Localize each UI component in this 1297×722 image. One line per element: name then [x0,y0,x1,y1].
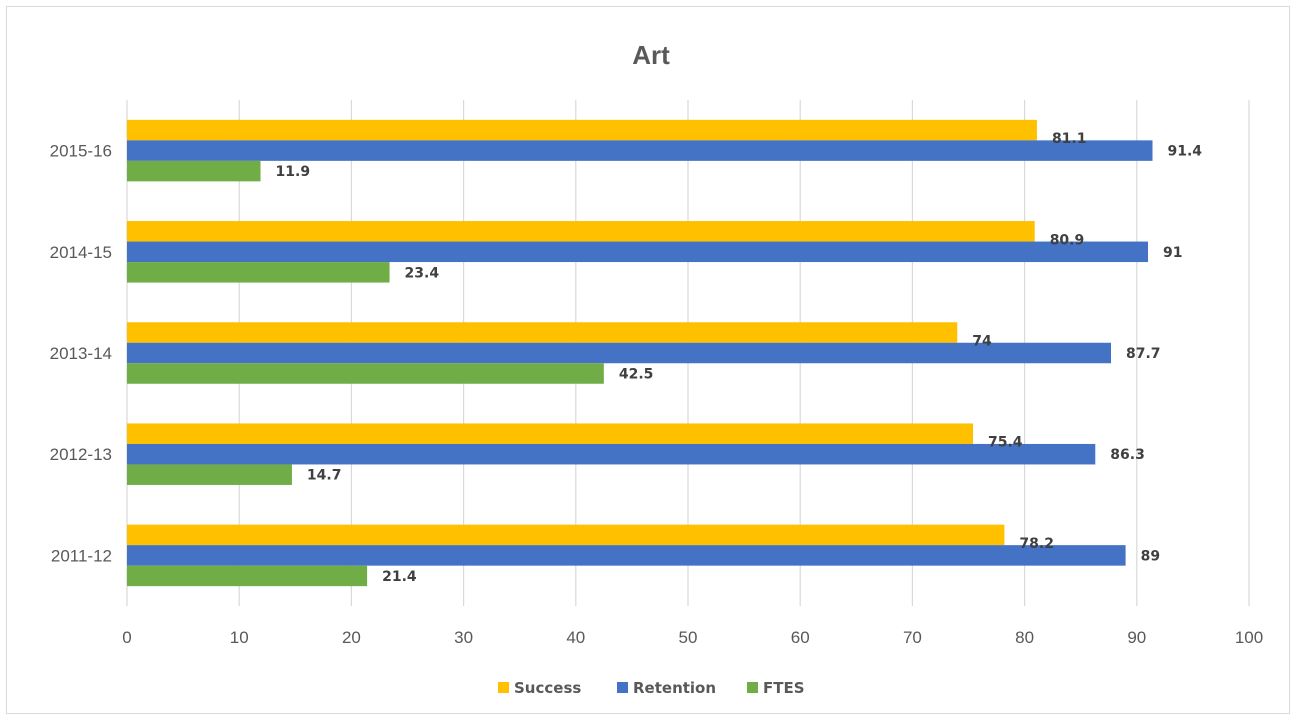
data-label: 11.9 [276,164,311,180]
category-label: 2011-12 [51,546,112,565]
x-tick-label: 30 [454,628,473,647]
data-label: 80.9 [1050,232,1085,248]
data-label: 74 [972,334,992,350]
bar-ftes [127,363,604,384]
x-tick-label: 10 [230,628,249,647]
legend-swatch-success [498,682,509,693]
data-label: 23.4 [405,265,440,281]
data-label: 89 [1141,548,1160,564]
bar-ftes [127,566,367,587]
category-label: 2012-13 [50,445,112,464]
x-axis-ticks: 0 10 20 30 40 50 60 70 80 90 100 [122,628,1263,647]
bar-success [127,525,1004,546]
legend: Success Retention FTES [498,679,805,697]
bars [127,120,1153,586]
bar-retention [127,343,1111,364]
data-label: 86.3 [1110,447,1145,463]
data-label: 91 [1163,245,1182,261]
chart-title: Art [632,40,670,70]
legend-swatch-retention [617,682,628,693]
data-label: 78.2 [1019,536,1054,552]
x-tick-label: 60 [791,628,810,647]
legend-label: Retention [633,679,716,697]
y-axis-categories: 2011-12 2012-13 2013-14 2014-15 2015-16 [50,142,112,566]
legend-label: FTES [763,679,805,697]
bar-ftes [127,464,292,485]
data-label: 81.1 [1052,131,1087,147]
data-label: 42.5 [619,367,654,383]
bar-retention [127,140,1153,161]
data-label: 14.7 [307,468,342,484]
bar-ftes [127,262,390,283]
x-tick-label: 90 [1127,628,1146,647]
data-label: 75.4 [988,435,1023,451]
x-tick-label: 50 [679,628,698,647]
x-tick-label: 80 [1015,628,1034,647]
x-tick-label: 100 [1235,628,1263,647]
bar-success [127,120,1037,141]
bar-retention [127,545,1126,566]
legend-swatch-ftes [747,682,758,693]
x-tick-label: 0 [122,628,131,647]
data-label: 21.4 [382,569,417,585]
bar-retention [127,444,1095,465]
bar-success [127,423,973,444]
data-label: 87.7 [1126,346,1161,362]
x-tick-label: 70 [903,628,922,647]
bar-retention [127,242,1148,262]
legend-label: Success [514,679,581,697]
bar-success [127,322,957,343]
category-label: 2014-15 [50,243,112,262]
bar-success [127,221,1035,242]
bar-ftes [127,161,261,182]
x-tick-label: 20 [342,628,361,647]
category-label: 2015-16 [50,142,112,161]
data-label: 91.4 [1168,144,1203,160]
category-label: 2013-14 [50,344,112,363]
x-tick-label: 40 [566,628,585,647]
